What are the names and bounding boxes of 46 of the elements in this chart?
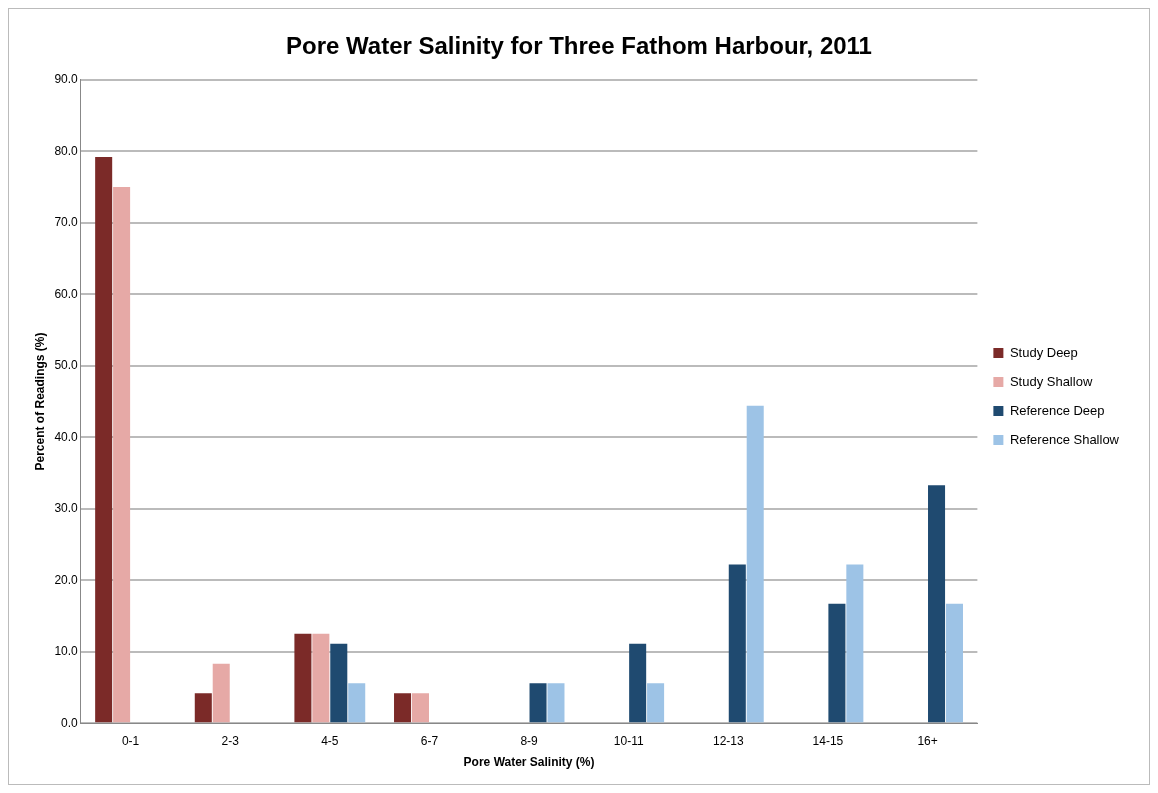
bar [212, 663, 230, 723]
bar [928, 485, 946, 723]
legend-label: Study Deep [1009, 344, 1078, 360]
bar [647, 683, 665, 723]
y-tick-label: 90.0 [54, 72, 79, 87]
bar [330, 643, 348, 723]
y-tick-label: 80.0 [54, 143, 79, 158]
bar [312, 633, 330, 723]
x-tick-label: 10-11 [613, 733, 644, 748]
bar [411, 693, 429, 723]
x-axis-title: Pore Water Salinity (%) [463, 755, 595, 770]
bar [846, 564, 864, 723]
x-tick-label: 16+ [917, 733, 938, 748]
y-axis-title: Percent of Readings (%) [32, 332, 47, 471]
legend-label: Reference Shallow [1009, 431, 1120, 447]
x-tick-label: 8-9 [520, 733, 539, 748]
chart-title: Pore Water Salinity for Three Fathom Harbour, 2011 [286, 32, 872, 60]
bar [728, 564, 746, 723]
y-tick-label: 60.0 [54, 286, 79, 301]
x-tick-label: 2-3 [221, 733, 240, 748]
bar [547, 683, 565, 723]
bar [746, 405, 764, 723]
legend-label: Study Shallow [1009, 373, 1093, 389]
bar [394, 693, 412, 723]
y-tick-label: 20.0 [54, 572, 79, 587]
bar [529, 683, 547, 723]
x-tick-label: 4-5 [321, 733, 339, 748]
x-tick-label: 14-15 [812, 733, 844, 748]
bar [828, 603, 846, 723]
y-tick-label: 70.0 [54, 215, 79, 230]
bar [194, 693, 212, 723]
bar [629, 643, 647, 723]
y-tick-label: 40.0 [54, 429, 79, 444]
legend-label: Reference Deep [1009, 402, 1105, 418]
y-tick-label: 10.0 [54, 644, 79, 659]
bar [348, 683, 366, 723]
x-tick-label: 6-7 [420, 733, 439, 748]
bar [113, 187, 131, 723]
y-tick-label: 30.0 [54, 501, 79, 516]
x-tick-label: 12-13 [712, 733, 744, 748]
bar [294, 633, 312, 723]
x-tick-label: 0-1 [121, 733, 140, 748]
bar [95, 157, 113, 723]
y-tick-label: 50.0 [54, 358, 79, 373]
bar [945, 603, 963, 723]
y-tick-label: 0.0 [61, 715, 79, 730]
